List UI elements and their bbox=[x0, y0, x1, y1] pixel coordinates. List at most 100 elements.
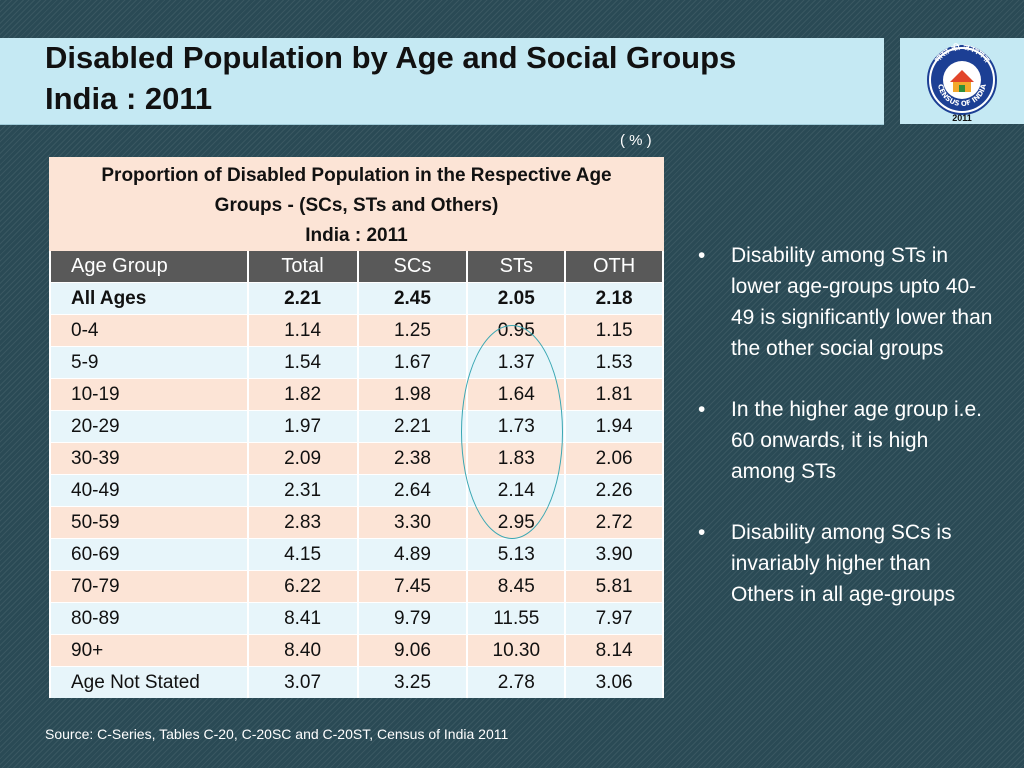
caption-line-2: Groups - (SCs, STs and Others) bbox=[214, 195, 499, 216]
cell-oth: 1.15 bbox=[564, 314, 664, 347]
cell-oth: 1.81 bbox=[564, 378, 664, 411]
cell-scs: 9.79 bbox=[356, 602, 469, 635]
cell-sts: 2.78 bbox=[466, 666, 567, 698]
caption-line-3: India : 2011 bbox=[305, 225, 408, 246]
cell-age-group: 30-39 bbox=[49, 442, 249, 475]
bullet-item: • In the higher age group i.e. 60 onwards… bbox=[698, 394, 998, 487]
cell-total: 2.83 bbox=[246, 506, 359, 539]
cell-oth: 1.53 bbox=[564, 346, 664, 379]
table-row: 10-19 1.82 1.98 1.64 1.81 bbox=[49, 378, 664, 411]
cell-scs: 1.67 bbox=[356, 346, 469, 379]
cell-oth: 5.81 bbox=[564, 570, 664, 603]
table-row: 90+ 8.40 9.06 10.30 8.14 bbox=[49, 634, 664, 667]
cell-oth: 2.06 bbox=[564, 442, 664, 475]
bullet-dot-icon: • bbox=[698, 521, 706, 544]
cell-scs: 7.45 bbox=[356, 570, 469, 603]
cell-total: 2.09 bbox=[246, 442, 359, 475]
cell-age-group: 80-89 bbox=[49, 602, 249, 635]
header-age-group: Age Group bbox=[49, 251, 249, 283]
cell-age-group: 50-59 bbox=[49, 506, 249, 539]
cell-oth: 3.06 bbox=[564, 666, 664, 698]
cell-oth: 2.26 bbox=[564, 474, 664, 507]
cell-oth: 1.94 bbox=[564, 410, 664, 443]
cell-sts: 2.14 bbox=[466, 474, 567, 507]
bullet-item: • Disability among STs in lower age-group… bbox=[698, 240, 998, 364]
disability-table: Proportion of Disabled Population in the… bbox=[49, 157, 664, 698]
cell-total: 1.14 bbox=[246, 314, 359, 347]
census-of-india-logo-icon: भारत की जनगणना CENSUS OF INDIA 2011 bbox=[927, 42, 997, 123]
cell-scs: 3.30 bbox=[356, 506, 469, 539]
cell-age-group: Age Not Stated bbox=[49, 666, 249, 698]
cell-age-group: 90+ bbox=[49, 634, 249, 667]
cell-total: 1.82 bbox=[246, 378, 359, 411]
table-row: 5-9 1.54 1.67 1.37 1.53 bbox=[49, 346, 664, 379]
page-subtitle: India : 2011 bbox=[45, 81, 213, 116]
bullet-list: • Disability among STs in lower age-group… bbox=[698, 240, 998, 640]
header-oth: OTH bbox=[564, 251, 664, 283]
bullet-text: In the higher age group i.e. 60 onwards,… bbox=[731, 398, 983, 483]
cell-sts: 11.55 bbox=[466, 602, 567, 635]
cell-total: 1.54 bbox=[246, 346, 359, 379]
cell-scs: 1.25 bbox=[356, 314, 469, 347]
cell-total: 8.41 bbox=[246, 602, 359, 635]
cell-sts: 1.37 bbox=[466, 346, 567, 379]
cell-sts: 2.95 bbox=[466, 506, 567, 539]
census-logo: भारत की जनगणना CENSUS OF INDIA 2011 bbox=[900, 38, 1024, 124]
bullet-dot-icon: • bbox=[698, 244, 706, 267]
page-title: Disabled Population by Age and Social Gr… bbox=[45, 40, 737, 75]
header-scs: SCs bbox=[356, 251, 469, 283]
cell-sts: 0.95 bbox=[466, 314, 567, 347]
table-row: Age Not Stated 3.07 3.25 2.78 3.06 bbox=[49, 666, 664, 698]
cell-scs: 1.98 bbox=[356, 378, 469, 411]
cell-age-group: 40-49 bbox=[49, 474, 249, 507]
table-row: All Ages 2.21 2.45 2.05 2.18 bbox=[49, 282, 664, 315]
cell-age-group: 20-29 bbox=[49, 410, 249, 443]
cell-sts: 1.73 bbox=[466, 410, 567, 443]
cell-scs: 2.38 bbox=[356, 442, 469, 475]
cell-oth: 3.90 bbox=[564, 538, 664, 571]
cell-total: 6.22 bbox=[246, 570, 359, 603]
cell-scs: 2.21 bbox=[356, 410, 469, 443]
cell-scs: 2.64 bbox=[356, 474, 469, 507]
table-row: 20-29 1.97 2.21 1.73 1.94 bbox=[49, 410, 664, 443]
cell-scs: 3.25 bbox=[356, 666, 469, 698]
table-row: 40-49 2.31 2.64 2.14 2.26 bbox=[49, 474, 664, 507]
bullet-text: Disability among SCs is invariably highe… bbox=[731, 521, 956, 606]
cell-age-group: 60-69 bbox=[49, 538, 249, 571]
source-note: Source: C-Series, Tables C-20, C-20SC an… bbox=[45, 726, 509, 742]
header-total: Total bbox=[246, 251, 359, 283]
cell-oth: 8.14 bbox=[564, 634, 664, 667]
unit-label: ( % ) bbox=[620, 132, 652, 149]
table-row: 80-89 8.41 9.79 11.55 7.97 bbox=[49, 602, 664, 635]
cell-total: 4.15 bbox=[246, 538, 359, 571]
cell-age-group: All Ages bbox=[49, 282, 249, 315]
bullet-dot-icon: • bbox=[698, 398, 706, 421]
cell-age-group: 0-4 bbox=[49, 314, 249, 347]
table-row: 70-79 6.22 7.45 8.45 5.81 bbox=[49, 570, 664, 603]
table-row: 60-69 4.15 4.89 5.13 3.90 bbox=[49, 538, 664, 571]
table-header-row: Age Group Total SCs STs OTH bbox=[49, 251, 664, 283]
bullet-text: Disability among STs in lower age-groups… bbox=[731, 244, 993, 360]
cell-sts: 8.45 bbox=[466, 570, 567, 603]
table-row: 30-39 2.09 2.38 1.83 2.06 bbox=[49, 442, 664, 475]
cell-total: 3.07 bbox=[246, 666, 359, 698]
table-caption: Proportion of Disabled Population in the… bbox=[49, 157, 664, 251]
cell-total: 2.31 bbox=[246, 474, 359, 507]
logo-year: 2011 bbox=[952, 113, 972, 123]
cell-total: 8.40 bbox=[246, 634, 359, 667]
cell-oth: 2.72 bbox=[564, 506, 664, 539]
cell-sts: 10.30 bbox=[466, 634, 567, 667]
cell-scs: 2.45 bbox=[356, 282, 469, 315]
cell-oth: 2.18 bbox=[564, 282, 664, 315]
table-row: 0-4 1.14 1.25 0.95 1.15 bbox=[49, 314, 664, 347]
cell-age-group: 70-79 bbox=[49, 570, 249, 603]
cell-sts: 1.64 bbox=[466, 378, 567, 411]
header-sts: STs bbox=[466, 251, 567, 283]
cell-oth: 7.97 bbox=[564, 602, 664, 635]
cell-scs: 9.06 bbox=[356, 634, 469, 667]
bullet-item: • Disability among SCs is invariably high… bbox=[698, 517, 998, 610]
cell-age-group: 10-19 bbox=[49, 378, 249, 411]
cell-scs: 4.89 bbox=[356, 538, 469, 571]
cell-sts: 1.83 bbox=[466, 442, 567, 475]
cell-total: 2.21 bbox=[246, 282, 359, 315]
